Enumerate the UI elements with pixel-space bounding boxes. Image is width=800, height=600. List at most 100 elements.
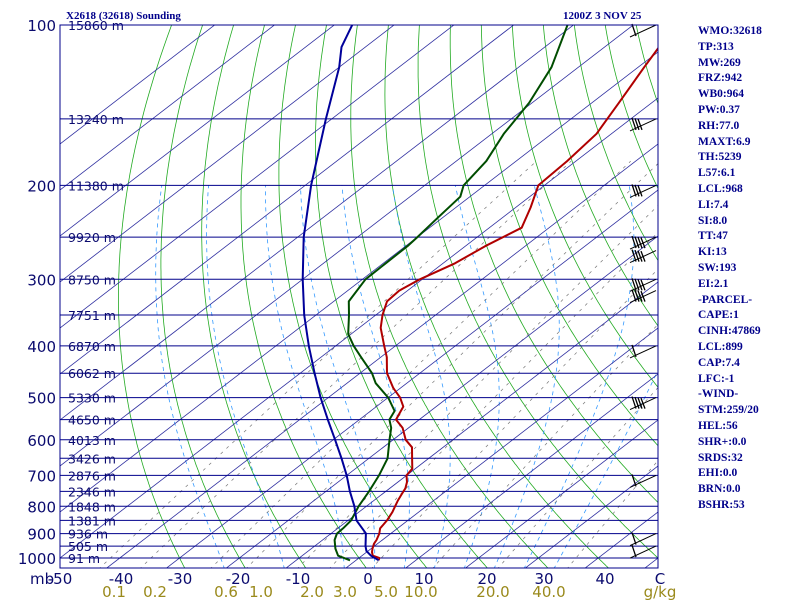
temperature-tick-label: 40 xyxy=(595,570,614,588)
wind-barb xyxy=(629,474,657,488)
pressure-tick-label: 300 xyxy=(27,271,56,289)
isotherm-line xyxy=(345,327,658,568)
mixing-ratio-label: g/kg xyxy=(644,583,677,600)
temperature-tick-label: C xyxy=(655,570,665,588)
dry-adiabat-line xyxy=(201,25,307,568)
wind-barb xyxy=(629,289,657,304)
temperature-tick-label: -20 xyxy=(226,570,251,588)
mixing-ratio-line xyxy=(246,163,658,568)
isotherm-line xyxy=(405,373,658,568)
index-value: LCL:899 xyxy=(698,340,743,353)
index-value: MAXT:6.9 xyxy=(698,135,751,148)
moist-adiabat-line xyxy=(265,185,345,568)
index-value: WB0:964 xyxy=(698,88,744,101)
pressure-tick-label: 200 xyxy=(27,177,56,195)
temperature-tick-label: 0 xyxy=(363,570,373,588)
mixing-ratio-label: 0.2 xyxy=(143,583,167,600)
height-label: 5330 m xyxy=(68,391,116,406)
mixing-ratio-label: 2.0 xyxy=(300,583,324,600)
isotherm-line xyxy=(60,25,335,237)
dry-adiabat-line xyxy=(511,25,658,388)
temperature-tick-label: 30 xyxy=(534,570,553,588)
index-value: TH:5239 xyxy=(698,151,742,164)
temperature-tick-label: -50 xyxy=(48,570,73,588)
moist-adiabat-line xyxy=(300,185,376,568)
index-value: L57:6.1 xyxy=(698,167,736,180)
temperature-tick-label: -40 xyxy=(109,570,134,588)
mixing-ratio-line xyxy=(329,231,658,568)
wind-barb xyxy=(629,532,657,547)
stability-indices-panel: WMO:32618 TP:313 MW:269 FRZ:942 WB0:964 PW:0.… xyxy=(698,24,762,514)
index-value: BSHR:53 xyxy=(698,498,745,511)
index-value: SW:193 xyxy=(698,261,737,274)
isotherm-line xyxy=(60,25,515,375)
isotherm-line xyxy=(165,189,658,568)
dry-adiabat-line xyxy=(278,25,428,568)
wind-barb xyxy=(629,184,657,198)
index-value: PW:0.37 xyxy=(698,103,740,116)
moist-adiabat-line xyxy=(553,369,658,568)
index-value: KI:13 xyxy=(698,246,727,259)
index-value: BRN:0.0 xyxy=(698,483,741,496)
index-value: STM:259/20 xyxy=(698,404,759,417)
index-value: -PARCEL- xyxy=(698,293,753,306)
index-value: -WIND- xyxy=(698,388,739,401)
wind-barb xyxy=(629,249,657,264)
wind-barb xyxy=(629,23,657,38)
index-value: LCL:968 xyxy=(698,182,743,195)
mixing-ratio-label: 3.0 xyxy=(333,583,357,600)
isotherm-line xyxy=(60,25,216,145)
index-value: HEL:56 xyxy=(698,419,738,432)
mixing-ratio-line xyxy=(99,160,537,568)
mixing-ratio-line xyxy=(371,268,658,568)
mixing-ratio-line xyxy=(210,160,631,568)
temperature-tick-label: 10 xyxy=(414,570,433,588)
dry-adiabat-line xyxy=(350,25,549,568)
mixing-ratio-label: 5.0 xyxy=(374,583,398,600)
height-label: 9920 m xyxy=(68,230,116,245)
moist-adiabat-line xyxy=(341,185,410,568)
wind-barbs xyxy=(629,23,657,559)
wind-barb xyxy=(629,235,657,250)
pressure-tick-label: 500 xyxy=(27,390,56,408)
height-label: 7751 m xyxy=(68,308,116,323)
mixing-ratio-label: 0.6 xyxy=(214,583,238,600)
wind-barb xyxy=(629,117,657,132)
pressure-tick-label: 400 xyxy=(27,338,56,356)
dry-adiabat-line xyxy=(542,25,658,327)
dry-adiabat-line xyxy=(160,25,246,568)
index-value: RH:77.0 xyxy=(698,119,740,132)
height-label: 13240 m xyxy=(68,112,124,127)
mixing-ratio-label: 40.0 xyxy=(532,583,565,600)
dewpoint-profile-line xyxy=(333,25,569,562)
isotherm-line xyxy=(106,143,658,568)
isotherm-line xyxy=(60,51,658,513)
dry-adiabat-line xyxy=(449,25,658,504)
height-label: 505 m xyxy=(68,539,108,554)
moist-adiabat-line xyxy=(206,185,285,568)
wind-barb xyxy=(629,344,657,359)
station-title: X2618 (32618) Sounding xyxy=(66,10,181,22)
sounding-profiles xyxy=(301,25,658,562)
isotherm-line xyxy=(225,235,658,568)
height-label: 3426 m xyxy=(68,451,116,466)
index-value: CAPE:1 xyxy=(698,309,739,322)
height-label: 936 m xyxy=(68,527,108,542)
index-value: CINH:47869 xyxy=(698,325,761,338)
mixing-ratio-line xyxy=(140,160,572,568)
mixing-ratio-label: 10.0 xyxy=(404,583,437,600)
moist-adiabat-line xyxy=(523,185,635,568)
index-value: WMO:32618 xyxy=(698,25,762,37)
pressure-tick-label: 600 xyxy=(27,432,56,450)
moist-adiabat-line xyxy=(155,185,225,568)
wind-barb xyxy=(629,396,657,411)
moist-adiabat-line xyxy=(454,185,500,568)
index-value: SHR+:0.0 xyxy=(698,435,747,448)
index-value: LFC:-1 xyxy=(698,372,735,385)
height-label: 6062 m xyxy=(68,366,116,381)
isotherm-line xyxy=(60,25,575,421)
isotherm-line xyxy=(524,465,658,568)
height-label: 8750 m xyxy=(68,272,116,287)
pressure-tick-label: 1000 xyxy=(18,550,56,568)
